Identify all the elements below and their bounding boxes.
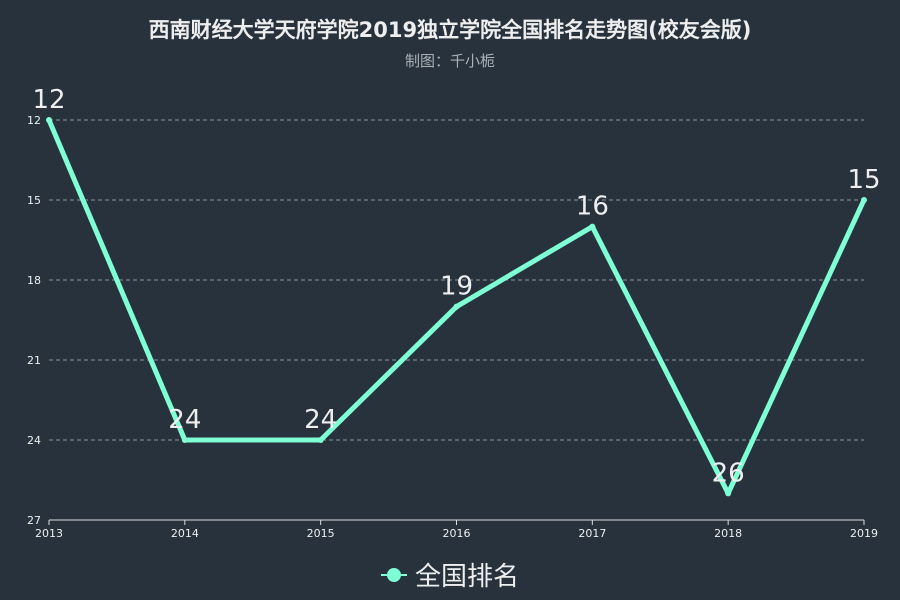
data-point xyxy=(725,490,732,497)
data-label: 26 xyxy=(712,458,745,488)
x-tick-label: 2018 xyxy=(714,527,742,540)
y-tick-label: 18 xyxy=(27,274,41,287)
chart-title: 西南财经大学天府学院2019独立学院全国排名走势图(校友会版) xyxy=(148,18,752,42)
data-point xyxy=(589,223,596,230)
data-label: 19 xyxy=(440,272,473,302)
data-label-layer: 12 24 24 19 16 26 15 xyxy=(32,85,880,488)
series-layer xyxy=(46,117,867,497)
y-tick-label: 27 xyxy=(27,514,41,527)
data-label: 24 xyxy=(304,405,337,435)
data-point xyxy=(317,437,324,443)
x-tick-label: 2013 xyxy=(35,527,63,540)
legend-label: 全国排名 xyxy=(414,562,519,592)
data-label: 24 xyxy=(168,405,201,435)
legend: 全国排名 xyxy=(0,556,900,593)
y-tick-label: 21 xyxy=(27,354,41,367)
x-tick-label: 2015 xyxy=(307,527,335,540)
legend-line-marker-icon xyxy=(380,567,407,583)
data-point xyxy=(181,437,188,443)
data-point xyxy=(861,197,867,203)
x-tick-label: 2017 xyxy=(578,527,606,540)
data-label: 15 xyxy=(847,165,880,195)
data-point xyxy=(46,117,52,123)
x-tick-label: 2014 xyxy=(171,527,199,540)
x-tick-label: 2019 xyxy=(850,527,878,540)
data-label: 16 xyxy=(576,192,609,222)
legend-item[interactable]: 全国排名 xyxy=(380,556,519,593)
y-tick-label: 15 xyxy=(27,194,41,207)
data-label: 12 xyxy=(32,85,65,115)
y-tick-label: 12 xyxy=(27,114,41,127)
y-tick-label: 24 xyxy=(27,434,41,447)
x-tick-label: 2016 xyxy=(443,527,471,540)
chart-subtitle: 制图：千小栀 xyxy=(404,52,495,70)
data-point xyxy=(453,303,460,310)
